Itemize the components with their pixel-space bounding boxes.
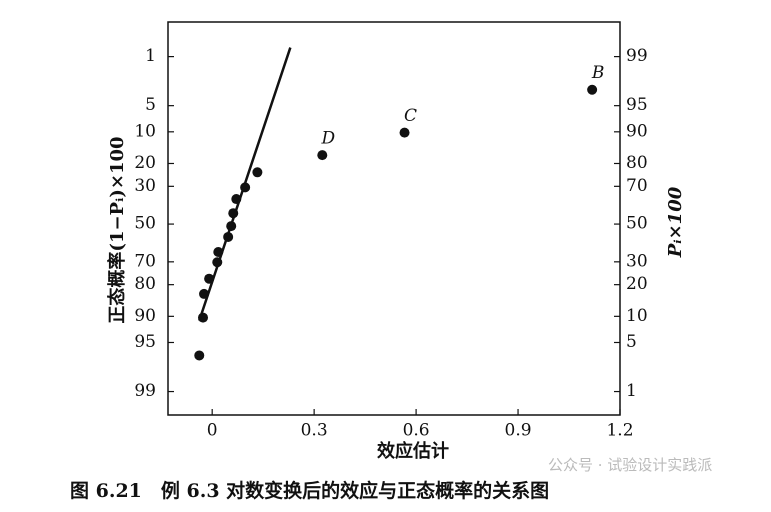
y2-axis-label: Pᵢ×100 bbox=[665, 186, 686, 258]
x-tick-label: 0.9 bbox=[505, 421, 532, 441]
x-tick-label: 0 bbox=[207, 421, 218, 441]
data-point bbox=[194, 350, 205, 361]
caption: 图 6.21 例 6.3 对数变换后的效应与正态概率的关系图 bbox=[70, 479, 549, 502]
y2-tick-label: 99 bbox=[626, 46, 648, 66]
y2-tick-label: 10 bbox=[626, 306, 648, 326]
data-point bbox=[317, 150, 328, 161]
watermark: 公众号 · 试验设计实践派 bbox=[548, 456, 712, 474]
y2-tick-label: 90 bbox=[626, 121, 648, 141]
y-tick-label: 99 bbox=[134, 381, 156, 401]
y-tick-label: 80 bbox=[134, 274, 156, 294]
y-tick-label: 70 bbox=[134, 251, 156, 271]
x-tick-label: 0.3 bbox=[301, 421, 328, 441]
y2-tick-label: 80 bbox=[626, 153, 648, 173]
point-label: D bbox=[320, 129, 335, 149]
y-tick-label: 20 bbox=[134, 153, 156, 173]
x-tick-label: 1.2 bbox=[606, 421, 633, 441]
point-label: B bbox=[591, 63, 605, 83]
plot-frame bbox=[167, 21, 621, 416]
fit-line bbox=[198, 47, 292, 321]
y2-tick-label: 30 bbox=[626, 251, 648, 271]
x-axis-label: 效应估计 bbox=[377, 440, 449, 462]
y2-tick-label: 20 bbox=[626, 274, 648, 294]
y2-tick-label: 50 bbox=[626, 214, 648, 234]
point-label: C bbox=[404, 106, 417, 126]
y-tick-label: 30 bbox=[134, 176, 156, 196]
y-tick-label: 10 bbox=[134, 121, 156, 141]
y2-tick-label: 1 bbox=[626, 381, 637, 401]
y-axis-label: 正态概率(1−Pᵢ)×100 bbox=[106, 136, 128, 323]
data-point bbox=[252, 167, 263, 178]
y2-tick-label: 5 bbox=[626, 332, 637, 352]
y2-tick-label: 95 bbox=[626, 95, 648, 115]
y-tick-label: 95 bbox=[134, 332, 156, 352]
y-tick-label: 5 bbox=[145, 95, 156, 115]
y-tick-label: 50 bbox=[134, 214, 156, 234]
x-tick-label: 0.6 bbox=[403, 421, 430, 441]
data-point bbox=[587, 84, 598, 95]
y2-tick-label: 70 bbox=[626, 176, 648, 196]
y-tick-label: 1 bbox=[145, 46, 156, 66]
data-point bbox=[399, 127, 410, 138]
y-tick-label: 90 bbox=[134, 306, 156, 326]
